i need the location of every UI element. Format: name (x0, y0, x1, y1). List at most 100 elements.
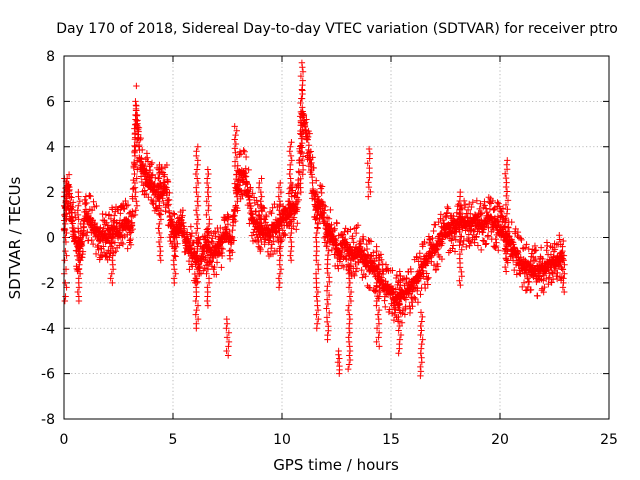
excursion-point (504, 259, 511, 266)
data-point (528, 250, 535, 257)
data-point (306, 149, 313, 156)
gridlines (64, 56, 609, 419)
excursion-point (155, 238, 163, 246)
excursion-point (326, 238, 333, 246)
excursion-point (299, 77, 306, 84)
x-tick-label: 15 (382, 432, 400, 448)
excursion-point (314, 211, 321, 219)
excursion-point (205, 238, 212, 246)
excursion-point (256, 211, 263, 219)
y-tick-label: 4 (46, 140, 55, 156)
data-point (242, 165, 249, 172)
excursion-point (194, 175, 201, 182)
data-point (560, 237, 567, 245)
excursion-point (62, 247, 69, 255)
excursion-point (62, 279, 69, 287)
data-point (213, 259, 221, 266)
data-point (519, 283, 526, 291)
data-point (130, 185, 137, 192)
excursion-point (417, 368, 425, 375)
excursion-point (334, 359, 342, 366)
y-tick-label: 6 (46, 94, 55, 110)
excursion-point (287, 252, 294, 259)
excursion-point (132, 188, 139, 196)
data-point (237, 150, 245, 158)
excursion-point (560, 252, 568, 259)
data-point (181, 225, 188, 233)
data-point (540, 272, 548, 279)
data-point (129, 225, 136, 233)
excursion-point (312, 216, 319, 223)
data-point (479, 237, 487, 244)
data-point (463, 243, 470, 251)
data-point (350, 239, 357, 246)
data-point (115, 206, 122, 214)
excursion-point (193, 211, 201, 219)
data-point (325, 215, 333, 222)
excursion-point (345, 284, 353, 291)
excursion-point (194, 179, 202, 187)
data-point (86, 192, 93, 199)
data-point (370, 249, 377, 256)
excursion-point (313, 229, 321, 237)
data-point (302, 119, 309, 126)
excursion-point (345, 261, 352, 268)
data-point (133, 82, 140, 90)
excursion-point (232, 149, 239, 156)
data-point (89, 240, 97, 248)
excursion-point (503, 192, 510, 200)
excursion-point (323, 305, 330, 312)
excursion-point (194, 157, 202, 164)
data-point (100, 249, 108, 256)
excursion-point (375, 329, 383, 336)
excursion-point (194, 216, 202, 223)
excursion-point (299, 90, 306, 98)
data-point (313, 188, 321, 196)
y-tick-label: -4 (41, 321, 55, 337)
data-point (531, 257, 538, 264)
excursion-point (365, 193, 372, 200)
excursion-point (396, 336, 404, 343)
excursion-point (503, 241, 510, 249)
excursion-point (203, 198, 210, 205)
data-point (65, 171, 73, 178)
excursion-point (231, 145, 239, 152)
excursion-point (375, 334, 382, 341)
excursion-point (417, 331, 424, 339)
data-point (482, 205, 490, 212)
excursion-point (419, 336, 426, 343)
excursion-point (107, 243, 115, 250)
excursion-point (132, 116, 139, 123)
excursion-point (374, 275, 381, 282)
excursion-point (157, 247, 164, 255)
excursion-point (286, 170, 293, 178)
excursion-point (288, 184, 296, 191)
y-tick-label: -8 (41, 412, 55, 428)
data-point (471, 239, 478, 246)
excursion-point (133, 202, 141, 209)
data-point (69, 220, 76, 227)
excursion-point (395, 304, 402, 312)
data-point (138, 178, 146, 186)
excursion-point (204, 252, 212, 259)
data-point (103, 219, 110, 226)
data-point (171, 211, 178, 218)
excursion-point (131, 193, 139, 200)
excursion-point (395, 327, 402, 334)
excursion-point (286, 148, 293, 155)
data-point (393, 271, 401, 279)
excursion-point (297, 99, 304, 107)
excursion-point (313, 320, 321, 327)
data-point (294, 204, 301, 211)
data-point (262, 219, 269, 226)
excursion-point (223, 325, 230, 332)
excursion-point (346, 320, 353, 327)
data-point (481, 202, 489, 209)
excursion-point (345, 361, 353, 368)
data-point (187, 245, 195, 252)
data-point (69, 203, 76, 211)
excursion-point (346, 343, 353, 350)
excursion-point (502, 201, 510, 209)
excursion-point (288, 157, 295, 164)
excursion-point (205, 275, 213, 282)
